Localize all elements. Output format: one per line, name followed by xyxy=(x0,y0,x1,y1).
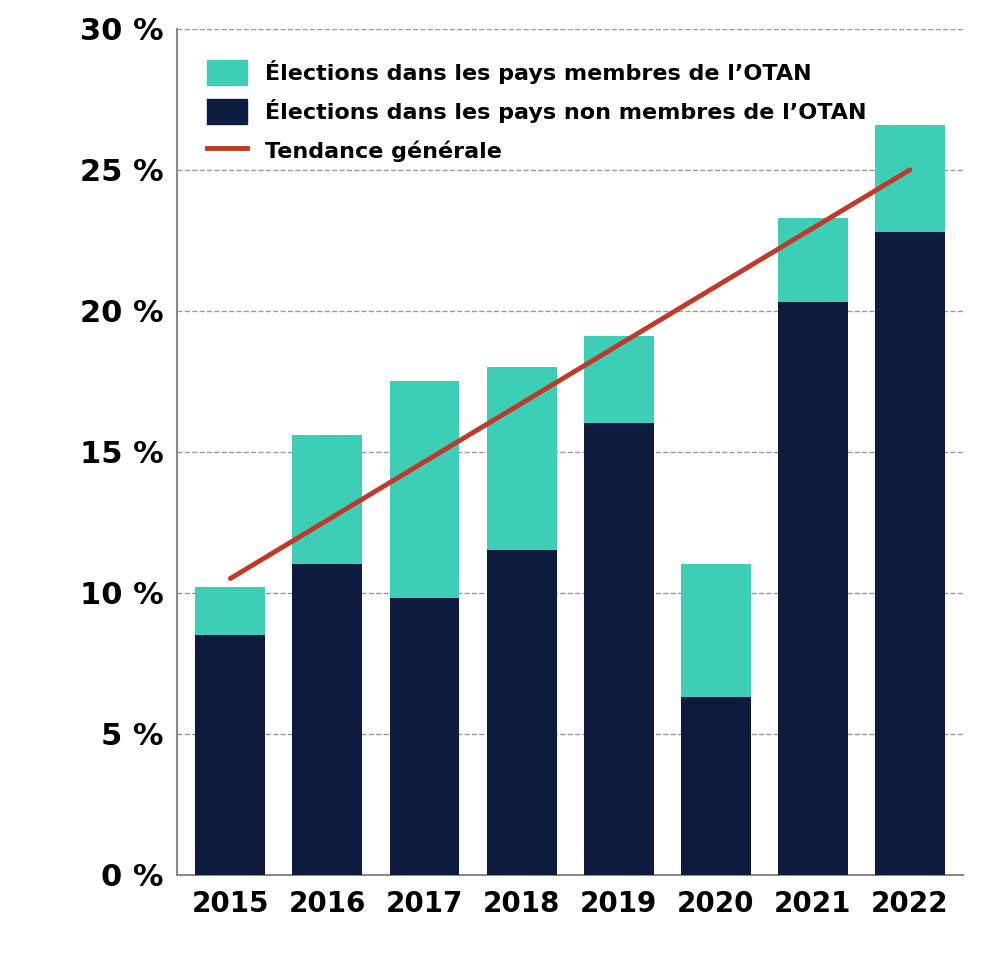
Bar xyxy=(293,564,363,875)
Legend: Élections dans les pays membres de l’OTAN, Élections dans les pays non membres d: Élections dans les pays membres de l’OTA… xyxy=(196,48,878,174)
Bar xyxy=(778,218,847,303)
Bar xyxy=(584,336,654,424)
Bar xyxy=(778,303,847,875)
Bar xyxy=(875,232,945,875)
Bar xyxy=(389,382,459,599)
Bar xyxy=(487,551,556,875)
Bar xyxy=(196,635,265,875)
Bar xyxy=(389,599,459,875)
Bar xyxy=(293,434,363,564)
Bar xyxy=(875,125,945,232)
Bar xyxy=(681,564,751,697)
Bar xyxy=(584,424,654,875)
Bar xyxy=(196,587,265,635)
Bar xyxy=(487,367,556,551)
Bar xyxy=(681,697,751,875)
